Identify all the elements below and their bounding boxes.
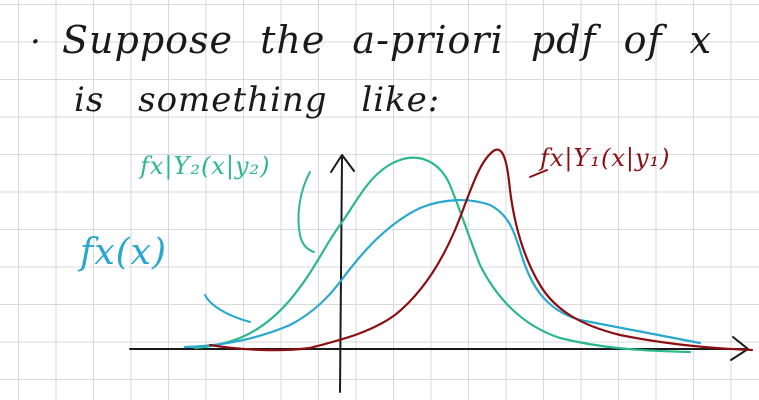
heading-line-2: is something like: (74, 80, 441, 120)
red-curve (208, 148, 754, 352)
heading-line-1: Suppose the a-priori pdf of x (62, 18, 713, 62)
green-curve-label: fx|Y₂(x|y₂) (140, 152, 271, 180)
green-curve (193, 156, 692, 354)
red-curve-label: fx|Y₁(x|y₁) (540, 144, 671, 172)
blue-pointer-stroke (204, 294, 251, 323)
green-pointer-stroke (297, 171, 315, 253)
y-axis (339, 157, 343, 393)
red-pointer-stroke (529, 169, 548, 178)
bullet-point: · (30, 22, 42, 62)
blue-curve-label: fx(x) (80, 232, 168, 273)
y-axis-arrowhead (330, 154, 355, 173)
